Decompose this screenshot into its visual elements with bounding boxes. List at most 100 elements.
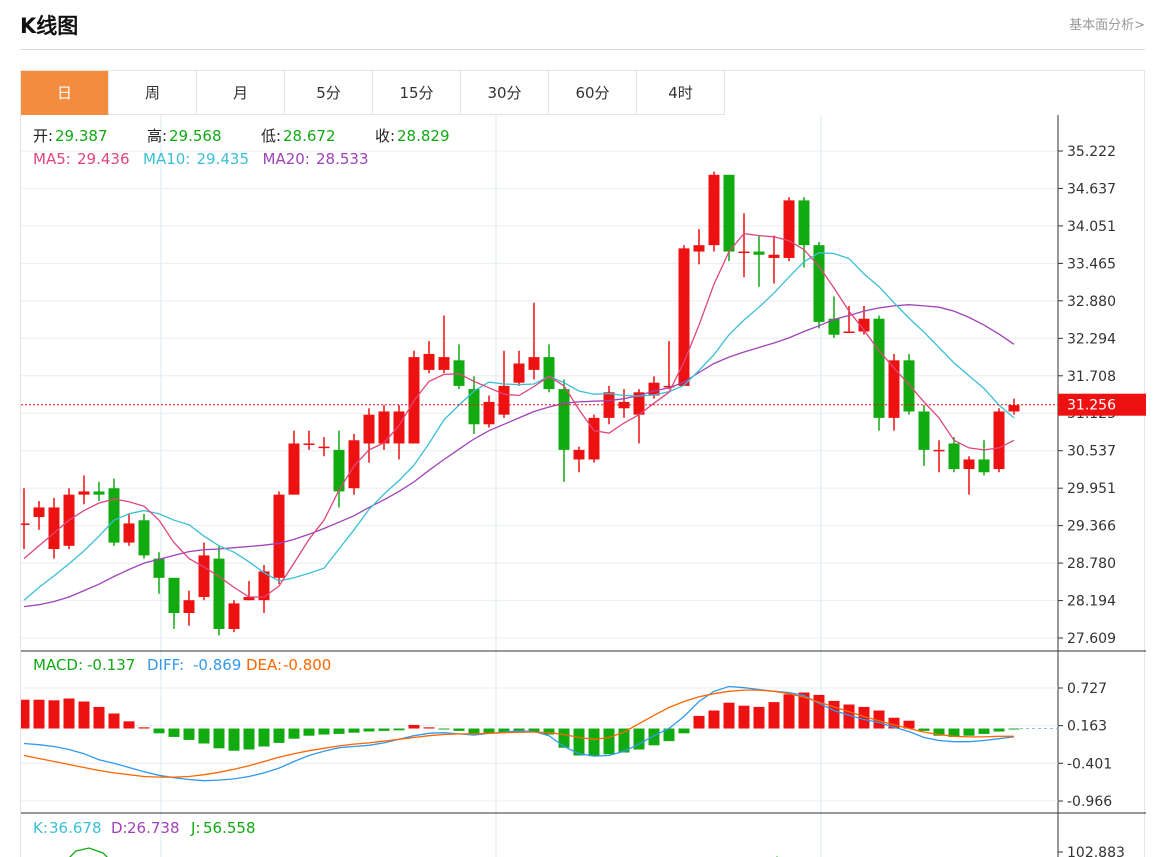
candle-body-47: [723, 174, 735, 252]
macd-bar-56: [858, 706, 870, 729]
macd-bar-34: [528, 728, 540, 733]
kline-chart[interactable]: 35.222 34.637 34.051 33.465 32.880 32.294 31.7…: [21, 71, 1146, 857]
tab-6[interactable]: 60分: [549, 71, 637, 115]
period-tabs: 日周月 5分 15分 30分 60分 4时: [21, 71, 725, 115]
candle-body-58: [888, 360, 900, 418]
candle-body-51: [783, 200, 795, 258]
price-tick-label-8: 30.537: [1067, 444, 1116, 460]
candle-body-19: [303, 443, 315, 445]
kdj-d-label: D:: [111, 819, 128, 837]
candle-body-7: [123, 523, 135, 543]
kdj-j-label: J:: [190, 819, 200, 837]
candle-body-12: [198, 555, 210, 597]
candle-body-4: [78, 491, 90, 495]
candle-body-34: [528, 357, 540, 370]
candle-body-23: [363, 414, 375, 444]
macd-bar-11: [183, 728, 195, 740]
macd-bar-36: [558, 728, 570, 748]
candle-body-22: [348, 440, 360, 489]
candle-body-2: [48, 507, 60, 550]
candle-body-66: [1008, 405, 1020, 412]
candle-body-27: [423, 353, 435, 370]
info-ma20-label: MA20:: [263, 150, 310, 168]
candle-body-20: [318, 446, 330, 449]
macd-bar-39: [603, 728, 615, 755]
kdj-j-value: 56.558: [203, 819, 256, 837]
candle-body-40: [618, 401, 630, 409]
price-tick-label-2: 34.051: [1067, 219, 1116, 235]
macd-bar-58: [888, 717, 900, 729]
macd-bar-42: [648, 728, 660, 746]
tab-2[interactable]: 月: [197, 71, 285, 115]
macd-bar-4: [78, 701, 90, 729]
macd-bar-46: [708, 710, 720, 729]
price-tick-label-13: 27.609: [1067, 631, 1116, 647]
candle-body-63: [963, 459, 975, 470]
ma5-line: [23, 232, 1015, 598]
page-title: K线图: [20, 14, 79, 38]
tab-0[interactable]: 日: [21, 71, 109, 115]
macd-bar-48: [738, 705, 750, 729]
macd-bar-13: [213, 728, 225, 749]
candle-body-61: [933, 449, 945, 452]
info-close-label: 收:: [375, 127, 395, 145]
info-ma5-label: MA5:: [33, 150, 71, 168]
tab-5[interactable]: 30分: [461, 71, 549, 115]
tab-1[interactable]: 周: [109, 71, 197, 115]
macd-bar-3: [63, 698, 75, 729]
info-high-value: 29.568: [169, 127, 222, 145]
kdj-k-value: 36.678: [49, 819, 102, 837]
candle-body-38: [588, 417, 600, 460]
candle-body-50: [768, 254, 780, 258]
candle-body-36: [558, 389, 570, 450]
macd-bar-8: [138, 727, 150, 729]
price-tick-label-9: 29.951: [1067, 481, 1116, 497]
macd-bar-41: [633, 728, 645, 750]
macd-bar-2: [48, 700, 60, 729]
macd-bar-7: [123, 721, 135, 729]
macd-bar-52: [798, 692, 810, 729]
candle-body-46: [708, 174, 720, 246]
tab-7[interactable]: 4时: [637, 71, 725, 115]
candle-body-14: [228, 603, 240, 629]
macd-bar-20: [318, 728, 330, 735]
macd-bar-35: [543, 728, 555, 735]
macd-bar-38: [588, 728, 600, 757]
ma10-line: [23, 252, 1015, 601]
candle-body-42: [648, 382, 660, 396]
candle-body-13: [213, 558, 225, 629]
macd-bar-47: [723, 702, 735, 729]
macd-bar-0: [21, 699, 30, 729]
tab-3[interactable]: 5分: [285, 71, 373, 115]
candle-body-54: [828, 318, 840, 335]
macd-bar-55: [843, 704, 855, 729]
candle-body-48: [738, 251, 750, 254]
macd-label: MACD:: [33, 656, 83, 674]
macd-bar-60: [918, 728, 930, 731]
macd-bar-19: [303, 728, 315, 736]
macd-bar-43: [663, 728, 675, 742]
macd-bar-24: [378, 728, 390, 731]
candle-body-52: [798, 200, 810, 246]
candle-body-43: [663, 385, 675, 388]
page-header: K线图 基本面分析>: [20, 0, 1145, 50]
diff-value: -0.869: [193, 656, 241, 674]
macd-bar-40: [618, 728, 630, 753]
candle-body-64: [978, 459, 990, 473]
macd-tick-label-1: 0.163: [1067, 719, 1107, 735]
candle-body-21: [333, 449, 345, 492]
last-price-label: 31.256: [1067, 398, 1116, 414]
dea-label: DEA:: [246, 656, 282, 674]
fundamental-analysis-link[interactable]: 基本面分析>: [1069, 18, 1145, 33]
macd-bar-44: [678, 728, 690, 734]
candle-body-0: [21, 523, 30, 525]
candle-body-17: [273, 494, 285, 578]
info-ma10-value: 29.435: [197, 150, 250, 168]
candle-body-44: [678, 248, 690, 386]
macd-bar-17: [273, 728, 285, 743]
candle-body-11: [183, 600, 195, 613]
macd-bar-26: [408, 724, 420, 729]
candle-body-5: [93, 491, 105, 495]
tab-4[interactable]: 15分: [373, 71, 461, 115]
macd-value: -0.137: [87, 656, 135, 674]
